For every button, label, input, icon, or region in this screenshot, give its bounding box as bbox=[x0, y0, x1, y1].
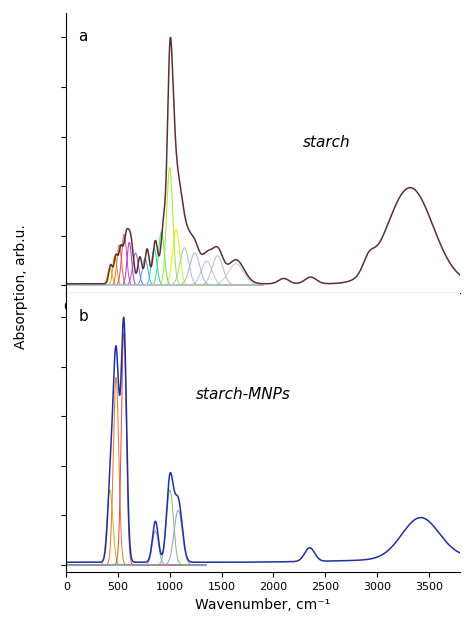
Text: a: a bbox=[78, 29, 88, 44]
X-axis label: Wavenumber, cm⁻¹: Wavenumber, cm⁻¹ bbox=[195, 598, 331, 612]
Text: starch: starch bbox=[302, 135, 350, 150]
Text: starch-MNPs: starch-MNPs bbox=[196, 387, 291, 402]
Text: b: b bbox=[78, 308, 88, 324]
Text: Absorption, arb.u.: Absorption, arb.u. bbox=[14, 224, 28, 349]
